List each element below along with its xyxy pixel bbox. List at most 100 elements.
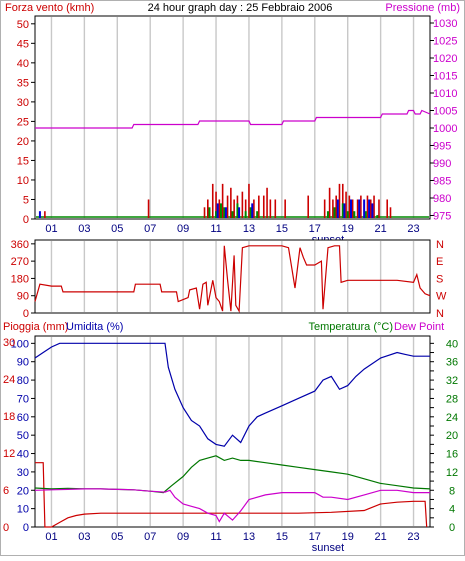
- rain-tick-label: 12: [3, 448, 15, 460]
- direction-tick-label: 180: [11, 273, 29, 285]
- hour-tick-label: 17: [309, 531, 321, 543]
- dewpoint-line: [34, 488, 430, 523]
- wind-tick-label: 5: [23, 194, 29, 206]
- humidity-tick-label: 20: [17, 485, 29, 497]
- direction-line: [34, 245, 431, 314]
- wind-tick-label: 50: [17, 19, 29, 31]
- humidity-tick-label: 50: [17, 430, 29, 442]
- temperature-tick-label: 16: [446, 449, 458, 461]
- temperature-tick-label: 32: [446, 375, 458, 387]
- compass-tick-label: W: [436, 291, 447, 303]
- hour-tick-label: 07: [144, 223, 156, 235]
- direction-tick-label: 360: [11, 239, 29, 251]
- wind-direction-panel: 0 N 90 W 180 S 270 E 360 N: [11, 239, 447, 320]
- pressure-tick-label: 1020: [433, 53, 457, 65]
- compass-tick-label: E: [436, 256, 443, 268]
- hour-tick-label: 07: [144, 531, 156, 543]
- rain-line: [35, 462, 428, 528]
- rain-tick-label: 0: [3, 522, 9, 534]
- temperature-tick-label: 0: [449, 522, 455, 534]
- hour-tick-label: 03: [78, 531, 90, 543]
- wind-tick-label: 15: [17, 155, 29, 167]
- pressure-tick-label: 1005: [433, 106, 457, 118]
- humidity-tick-label: 0: [23, 522, 29, 534]
- temperature-axis-title: Temperatura (°C): [309, 321, 393, 333]
- wind-pressure-panel: 0510152025303540455097598098599099510001…: [17, 15, 457, 246]
- temperature-tick-label: 40: [446, 338, 458, 350]
- humidity-tick-label: 90: [17, 357, 29, 369]
- hour-tick-label: 05: [111, 223, 123, 235]
- direction-tick-label: 270: [11, 256, 29, 268]
- compass-tick-label: N: [436, 239, 444, 251]
- humidity-axis-title: Umidita (%): [66, 321, 123, 333]
- wind-tick-label: 45: [17, 38, 29, 50]
- temperature-tick-label: 12: [446, 467, 458, 479]
- humidity-tick-label: 30: [17, 467, 29, 479]
- hour-tick-label: 03: [78, 223, 90, 235]
- pressure-tick-label: 1000: [433, 123, 457, 135]
- hour-tick-label: 21: [375, 531, 387, 543]
- hour-tick-label: 19: [342, 531, 354, 543]
- rain-axis-title: Pioggia (mm): [3, 321, 68, 333]
- wind-tick-label: 10: [17, 175, 29, 187]
- wind-tick-label: 35: [17, 77, 29, 89]
- humidity-tick-label: 100: [11, 338, 29, 350]
- wind-axis-title: Forza vento (kmh): [5, 2, 94, 14]
- hour-tick-label: 11: [210, 223, 221, 235]
- compass-tick-label: S: [436, 273, 443, 285]
- hour-tick-label: 01: [45, 531, 57, 543]
- pressure-tick-label: 985: [433, 176, 451, 188]
- hour-tick-label: 19: [342, 223, 354, 235]
- rain-tick-label: 30: [3, 337, 15, 349]
- pressure-tick-label: 975: [433, 211, 451, 223]
- pressure-axis-title: Pressione (mb): [385, 2, 460, 14]
- graph-title: 24 hour graph day : 25 Febbraio 2006: [148, 2, 333, 14]
- hour-tick-label: 23: [407, 223, 419, 235]
- pressure-tick-label: 995: [433, 141, 451, 153]
- dewpoint-axis-title: Dew Point: [394, 321, 444, 333]
- temperature-tick-label: 28: [446, 393, 458, 405]
- hour-tick-label: 23: [407, 531, 419, 543]
- pressure-tick-label: 1025: [433, 36, 457, 48]
- temperature-tick-label: 8: [449, 485, 455, 497]
- hour-tick-label: 15: [276, 223, 288, 235]
- humidity-tick-label: 10: [17, 504, 29, 516]
- hour-tick-label: 09: [177, 531, 189, 543]
- compass-tick-label: N: [436, 308, 444, 320]
- humidity-tick-label: 70: [17, 393, 29, 405]
- humidity-tick-label: 80: [17, 375, 29, 387]
- humidity-line: [34, 342, 430, 447]
- humidity-temperature-panel: 0102030405060708090100061218243004812162…: [3, 335, 458, 554]
- pressure-tick-label: 1030: [433, 18, 457, 30]
- humidity-tick-label: 60: [17, 412, 29, 424]
- pressure-tick-label: 1015: [433, 71, 457, 83]
- temperature-tick-label: 20: [446, 430, 458, 442]
- temperature-tick-label: 24: [446, 412, 458, 424]
- direction-tick-label: 90: [17, 291, 29, 303]
- hour-tick-label: 21: [375, 223, 387, 235]
- pressure-tick-label: 1010: [433, 88, 457, 100]
- rain-tick-label: 18: [3, 411, 15, 423]
- pressure-tick-label: 990: [433, 158, 451, 170]
- wind-tick-label: 25: [17, 116, 29, 128]
- wind-tick-label: 20: [17, 136, 29, 148]
- wind-tick-label: 0: [23, 214, 29, 226]
- direction-tick-label: 0: [23, 308, 29, 320]
- rain-tick-label: 6: [3, 485, 9, 497]
- pressure-tick-label: 980: [433, 193, 451, 205]
- hour-tick-label: 15: [276, 531, 288, 543]
- temperature-tick-label: 36: [446, 357, 458, 369]
- hour-tick-label: 13: [243, 531, 255, 543]
- hour-tick-label: 17: [309, 223, 321, 235]
- humidity-tick-label: 40: [17, 449, 29, 461]
- hour-tick-label: 11: [210, 531, 221, 543]
- sunset-annotation: sunset: [312, 542, 344, 554]
- temperature-tick-label: 4: [449, 504, 455, 516]
- hour-tick-label: 09: [177, 223, 189, 235]
- hour-tick-label: 01: [45, 223, 57, 235]
- wind-tick-label: 30: [17, 97, 29, 109]
- rain-tick-label: 24: [3, 374, 15, 386]
- wind-tick-label: 40: [17, 58, 29, 70]
